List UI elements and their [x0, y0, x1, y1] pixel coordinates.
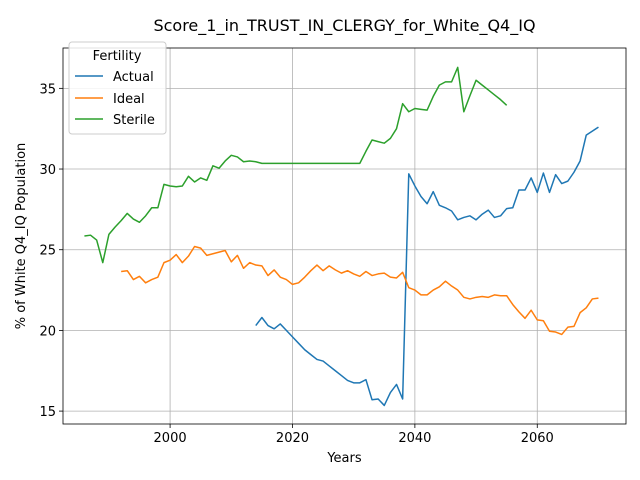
y-tick-label: 25 — [39, 244, 56, 259]
series-lines — [84, 66, 599, 407]
series-line-actual — [255, 126, 599, 407]
legend-box — [68, 41, 167, 135]
y-axis-ticks: 15 20 25 30 35 — [39, 82, 63, 420]
x-axis-label: Years — [326, 451, 362, 466]
x-tick-label: 2000 — [154, 431, 187, 446]
y-tick-label: 30 — [39, 163, 56, 178]
legend-title: Fertility — [93, 49, 142, 64]
y-axis-label: % of White Q4_IQ Population — [14, 143, 29, 330]
x-axis-ticks: 2000 2020 2040 2060 — [154, 424, 554, 446]
plot-frame — [62, 47, 627, 425]
legend-label-sterile: Sterile — [113, 113, 155, 128]
y-tick-label: 15 — [39, 405, 56, 420]
grid-lines — [63, 48, 626, 424]
y-tick-label: 20 — [39, 324, 56, 339]
x-tick-label: 2040 — [398, 431, 431, 446]
x-tick-label: 2060 — [521, 431, 554, 446]
y-tick-label: 35 — [39, 82, 56, 97]
legend-label-ideal: Ideal — [113, 92, 145, 107]
series-line-sterile — [84, 66, 508, 264]
chart-title: Score_1_in_TRUST_IN_CLERGY_for_White_Q4_… — [153, 16, 535, 36]
legend-label-actual: Actual — [113, 70, 154, 85]
series-line-ideal — [121, 245, 599, 336]
x-tick-label: 2020 — [276, 431, 309, 446]
legend: Fertility Actual Ideal Sterile — [68, 41, 167, 135]
